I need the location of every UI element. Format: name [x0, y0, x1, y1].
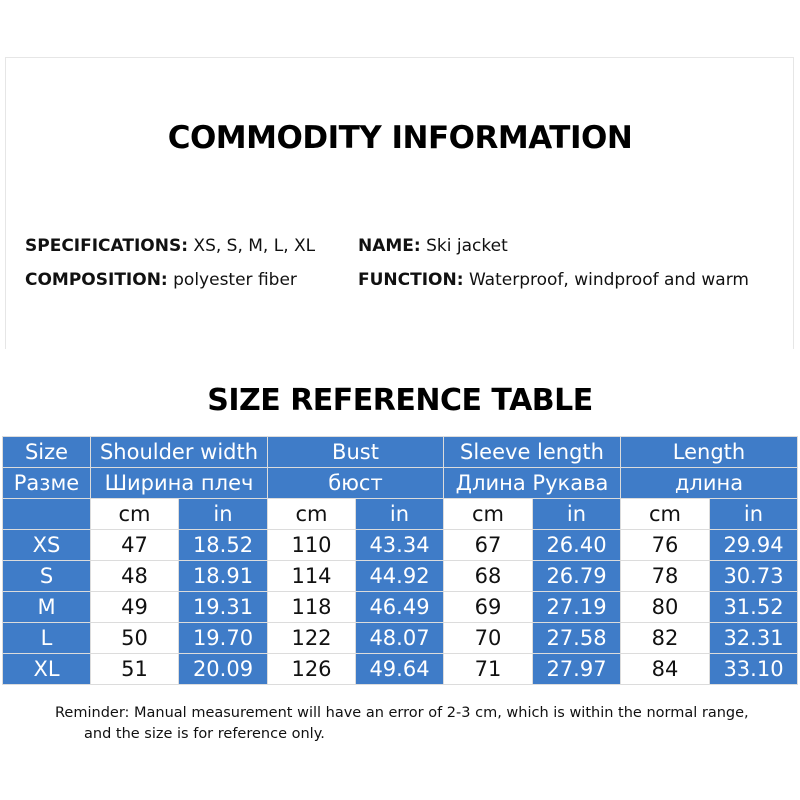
value-cell: 26.40	[532, 529, 621, 561]
value-cell: 68	[443, 560, 533, 592]
header-cell: длина	[620, 467, 798, 499]
value-cell: 48	[90, 560, 179, 592]
value-cell: 27.97	[532, 653, 621, 685]
value-cell: 122	[267, 622, 356, 654]
value-cell: 18.52	[178, 529, 268, 561]
value-cell: 44.92	[355, 560, 444, 592]
commodity-card	[5, 57, 794, 349]
header-cell: Разме	[2, 467, 91, 499]
unit-cell-in: in	[178, 498, 268, 530]
value-cell: 43.34	[355, 529, 444, 561]
value-cell: 110	[267, 529, 356, 561]
name-value: Ski jacket	[426, 236, 508, 256]
table-row: M 49 19.31 118 46.49 69 27.19 80 31.52	[2, 591, 798, 623]
function-label: FUNCTION:	[358, 270, 464, 290]
value-cell: 33.10	[709, 653, 798, 685]
value-cell: 80	[620, 591, 710, 623]
header-cell: Bust	[267, 436, 444, 468]
value-cell: 19.31	[178, 591, 268, 623]
value-cell: 30.73	[709, 560, 798, 592]
value-cell: 71	[443, 653, 533, 685]
unit-cell-in: in	[709, 498, 798, 530]
value-cell: 18.91	[178, 560, 268, 592]
reminder-line-2: and the size is for reference only.	[84, 726, 325, 742]
size-cell: S	[2, 560, 91, 592]
value-cell: 49.64	[355, 653, 444, 685]
value-cell: 27.19	[532, 591, 621, 623]
composition-value: polyester fiber	[173, 270, 297, 290]
value-cell: 48.07	[355, 622, 444, 654]
header-cell: Sleeve length	[443, 436, 621, 468]
commodity-title: COMMODITY INFORMATION	[167, 120, 633, 156]
value-cell: 70	[443, 622, 533, 654]
unit-cell-cm: cm	[90, 498, 179, 530]
unit-cell-empty	[2, 498, 91, 530]
unit-cell-cm: cm	[620, 498, 710, 530]
reminder-line-1: Reminder: Manual measurement will have a…	[55, 705, 749, 721]
function: FUNCTION: Waterproof, windproof and warm	[358, 270, 749, 290]
header-cell: Length	[620, 436, 798, 468]
composition: COMPOSITION: polyester fiber	[25, 270, 297, 290]
unit-cell-cm: cm	[267, 498, 356, 530]
unit-cell-in: in	[532, 498, 621, 530]
size-cell: XL	[2, 653, 91, 685]
value-cell: 46.49	[355, 591, 444, 623]
header-row: Size Shoulder width Bust Sleeve length Lengt…	[2, 436, 798, 468]
value-cell: 84	[620, 653, 710, 685]
table-row: XS 47 18.52 110 43.34 67 26.40 76 29.94	[2, 529, 798, 561]
specifications-value: XS, S, M, L, XL	[193, 236, 316, 256]
product-name: NAME: Ski jacket	[358, 236, 508, 256]
header-row: Разме Ширина плеч бюст Длина Рукава длина	[2, 467, 798, 499]
size-table: Size Shoulder width Bust Sleeve length Lengt…	[2, 436, 798, 685]
value-cell: 82	[620, 622, 710, 654]
header-cell: Shoulder width	[90, 436, 268, 468]
value-cell: 50	[90, 622, 179, 654]
value-cell: 26.79	[532, 560, 621, 592]
header-cell: Size	[2, 436, 91, 468]
size-table-title: SIZE REFERENCE TABLE	[207, 383, 593, 418]
value-cell: 20.09	[178, 653, 268, 685]
reminder: Reminder: Manual measurement will have a…	[55, 703, 749, 745]
name-label: NAME:	[358, 236, 421, 256]
value-cell: 114	[267, 560, 356, 592]
header-cell: бюст	[267, 467, 444, 499]
unit-cell-cm: cm	[443, 498, 533, 530]
size-cell: M	[2, 591, 91, 623]
value-cell: 49	[90, 591, 179, 623]
table-row: S 48 18.91 114 44.92 68 26.79 78 30.73	[2, 560, 798, 592]
header-cell: Ширина плеч	[90, 467, 268, 499]
header-cell: Длина Рукава	[443, 467, 621, 499]
value-cell: 47	[90, 529, 179, 561]
value-cell: 78	[620, 560, 710, 592]
unit-cell-in: in	[355, 498, 444, 530]
value-cell: 29.94	[709, 529, 798, 561]
table-row: L 50 19.70 122 48.07 70 27.58 82 32.31	[2, 622, 798, 654]
value-cell: 126	[267, 653, 356, 685]
unit-row: cm in cm in cm in cm in	[2, 498, 798, 530]
value-cell: 69	[443, 591, 533, 623]
value-cell: 67	[443, 529, 533, 561]
size-cell: XS	[2, 529, 91, 561]
size-cell: L	[2, 622, 91, 654]
table-row: XL 51 20.09 126 49.64 71 27.97 84 33.10	[2, 653, 798, 685]
value-cell: 118	[267, 591, 356, 623]
value-cell: 19.70	[178, 622, 268, 654]
value-cell: 32.31	[709, 622, 798, 654]
value-cell: 51	[90, 653, 179, 685]
function-value: Waterproof, windproof and warm	[468, 270, 749, 290]
value-cell: 31.52	[709, 591, 798, 623]
value-cell: 76	[620, 529, 710, 561]
value-cell: 27.58	[532, 622, 621, 654]
composition-label: COMPOSITION:	[25, 270, 168, 290]
specifications-label: SPECIFICATIONS:	[25, 236, 189, 256]
specifications: SPECIFICATIONS: XS, S, M, L, XL	[25, 236, 315, 256]
